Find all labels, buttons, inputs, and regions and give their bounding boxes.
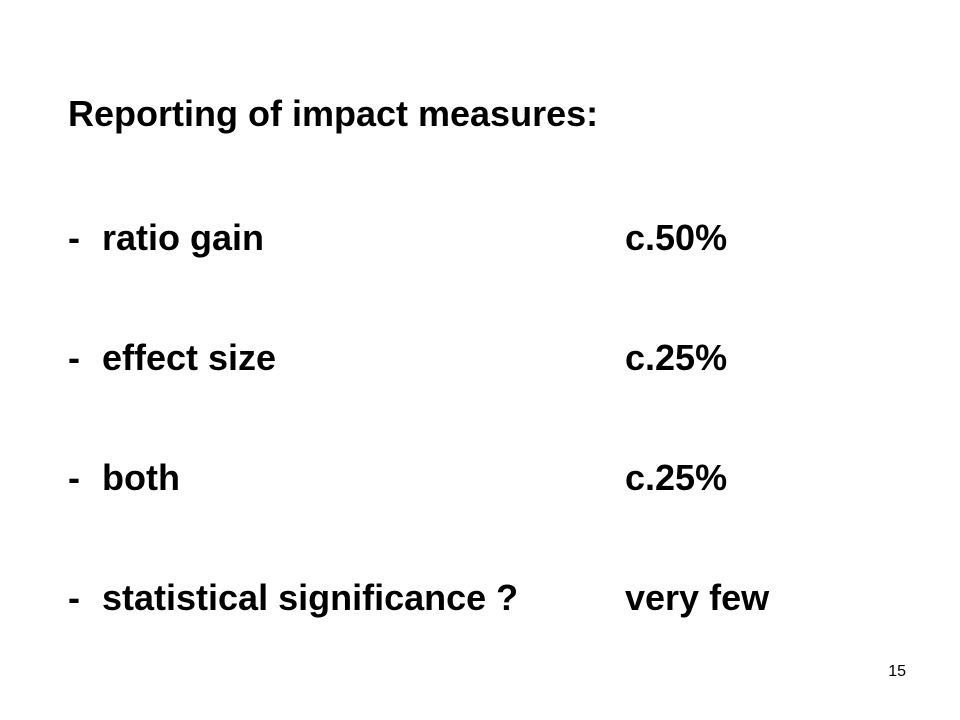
- item-marker: -: [68, 337, 80, 378]
- item-label: both: [102, 457, 180, 498]
- item-value: c.25%: [625, 457, 728, 498]
- item-marker: -: [68, 577, 80, 618]
- item-marker: -: [68, 457, 80, 498]
- item-value: c.25%: [625, 337, 728, 378]
- item-value: c.50%: [625, 217, 728, 258]
- item-label: ratio gain: [102, 217, 265, 258]
- item-label: effect size: [102, 337, 277, 378]
- item-label: statistical significance ?: [102, 577, 519, 618]
- page-number: 15: [888, 663, 906, 680]
- slide-title: Reporting of impact measures:: [68, 93, 599, 134]
- item-value: very few: [625, 577, 770, 618]
- item-marker: -: [68, 217, 80, 258]
